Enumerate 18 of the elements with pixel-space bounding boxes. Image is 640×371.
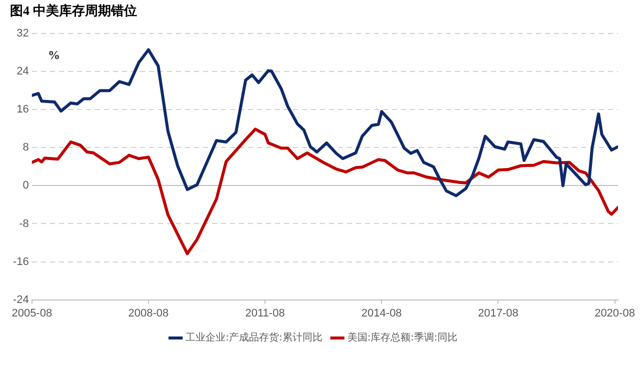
y-tick-label: 8 bbox=[22, 142, 29, 154]
x-tick-label: 2020-08 bbox=[594, 307, 635, 320]
y-tick-label: 24 bbox=[16, 66, 29, 78]
x-tick-label: 2017-08 bbox=[478, 307, 518, 320]
x-tick-label: 2008-08 bbox=[128, 307, 169, 320]
y-axis-title: % bbox=[48, 48, 60, 63]
chart-title: 图4 中美库存周期错位 bbox=[10, 3, 137, 18]
legend-label: 工业企业:产成品存货:累计同比 bbox=[186, 332, 322, 344]
x-tick-label: 2005-08 bbox=[12, 307, 52, 320]
y-tick-label: -16 bbox=[12, 256, 29, 268]
legend-label: 美国:库存总额:季调:同比 bbox=[347, 332, 458, 344]
x-tick-label: 2011-08 bbox=[245, 307, 285, 320]
y-tick-label: 0 bbox=[22, 180, 29, 192]
y-tick-label: -8 bbox=[19, 218, 29, 230]
y-tick-label: -24 bbox=[12, 294, 29, 306]
x-tick-label: 2014-08 bbox=[361, 307, 402, 320]
y-tick-label: 32 bbox=[16, 28, 29, 40]
y-tick-label: 16 bbox=[16, 104, 29, 116]
